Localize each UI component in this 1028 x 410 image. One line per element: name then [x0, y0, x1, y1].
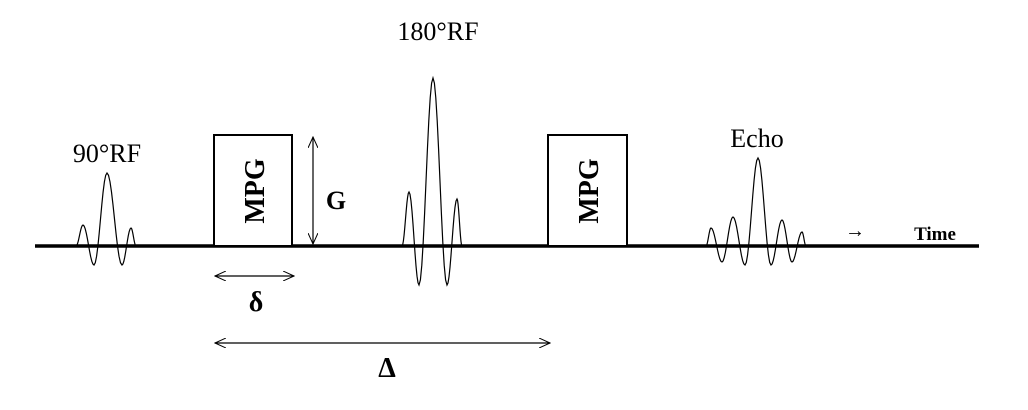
echo-signal [705, 156, 807, 267]
delta-big-label: Δ [378, 353, 396, 384]
gradient-label: G [326, 186, 346, 215]
time-label: Time [914, 224, 956, 245]
rf180-label: 180°RF [397, 17, 478, 46]
time-arrow-icon: → [845, 220, 865, 242]
rf180-pulse [401, 75, 463, 287]
rf90-pulse [75, 171, 137, 266]
mpg-label-2: MPG [574, 158, 605, 224]
mpg-gradient-2 [547, 134, 628, 247]
mpg-gradient-1 [213, 134, 293, 247]
mpg-label-1: MPG [240, 158, 271, 224]
echo-label: Echo [730, 124, 783, 153]
delta-small-label: δ [249, 287, 264, 318]
rf90-label: 90°RF [73, 139, 141, 168]
